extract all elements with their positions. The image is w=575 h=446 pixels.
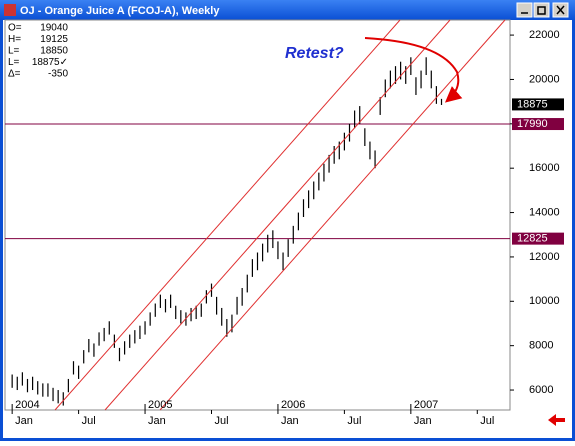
price-label-box <box>512 232 564 245</box>
channel-line <box>104 19 451 411</box>
info-key: Δ= <box>8 69 21 80</box>
price-label-box <box>512 118 564 131</box>
button-glyphs <box>521 5 565 15</box>
info-key: O= <box>8 23 22 34</box>
y-tick-label: 8000 <box>529 340 553 352</box>
info-value: 18850 <box>40 46 68 57</box>
last-price-label: 18875 <box>517 98 548 110</box>
info-key: H= <box>8 34 21 45</box>
year-label: 2006 <box>281 399 305 411</box>
channel-lines <box>54 19 506 411</box>
price-label: 17990 <box>517 118 548 130</box>
info-value: 19040 <box>40 23 68 34</box>
x-tick-label: Jan <box>281 415 299 427</box>
minimize-button[interactable] <box>516 2 533 18</box>
info-key: L= <box>8 57 20 68</box>
app-icon <box>4 4 16 16</box>
window-buttons[interactable] <box>516 2 569 18</box>
year-label: 2005 <box>148 399 172 411</box>
plot-area <box>4 19 511 411</box>
y-tick-label: 10000 <box>529 295 560 307</box>
info-value: -350 <box>48 69 68 80</box>
info-key: L= <box>8 46 20 57</box>
annotation: Retest? <box>285 45 344 62</box>
price-label: 12825 <box>517 233 548 245</box>
title-bar <box>0 0 575 20</box>
channel-line <box>54 19 401 411</box>
scroll-arrow[interactable] <box>548 414 565 426</box>
y-tick-label: 12000 <box>529 251 560 263</box>
y-tick-label: 20000 <box>529 73 560 85</box>
window-title: OJ - Orange Juice A (FCOJ-A), Weekly <box>20 5 220 17</box>
info-value: 18875✓ <box>32 57 68 68</box>
info-value: 19125 <box>40 34 68 45</box>
y-tick-label: 6000 <box>529 384 553 396</box>
channel-line <box>159 19 506 411</box>
last-price-box <box>512 98 564 111</box>
year-label: 2007 <box>414 399 438 411</box>
year-label: 2004 <box>15 399 39 411</box>
plot <box>5 57 510 406</box>
y-tick-label: 22000 <box>529 29 560 41</box>
x-tick-label: Jan <box>414 415 432 427</box>
x-tick-label: Jan <box>148 415 166 427</box>
x-tick-label: Jul <box>82 415 96 427</box>
y-tick-label: 14000 <box>529 206 560 218</box>
y-tick-label: 16000 <box>529 162 560 174</box>
x-tick-label: Jan <box>15 415 33 427</box>
maximize-button[interactable] <box>533 2 550 18</box>
x-tick-label: Jul <box>347 415 361 427</box>
x-tick-label: Jul <box>214 415 228 427</box>
annotation-arrow <box>364 37 463 103</box>
x-tick-label: Jul <box>480 415 494 427</box>
